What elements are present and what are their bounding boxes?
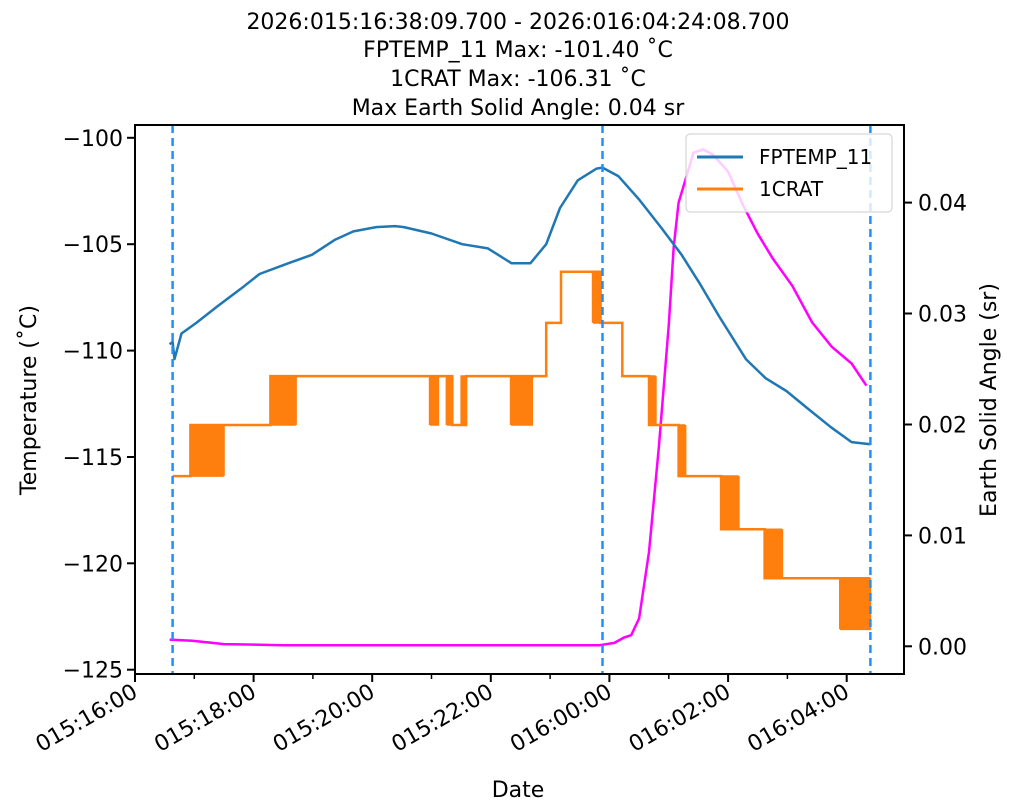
y-tick-label-2: −105 (63, 233, 123, 258)
legend-label-1crat: 1CRAT (759, 177, 824, 201)
series-1crat-line (172, 270, 871, 580)
x-tick-label-6: 016:02:00 (625, 680, 735, 758)
plot-frame (134, 124, 905, 675)
title-line-4: Max Earth Solid Angle: 0.04 sr (352, 96, 686, 121)
legend-label-fptemp-11: FPTEMP_11 (759, 145, 872, 169)
series-fptemp-11-line (168, 166, 871, 446)
series-1crat-oscillation-2 (269, 375, 297, 426)
series-1crat-oscillation-1 (189, 424, 225, 477)
title-line-2: FPTEMP_11 Max: -101.40 ˚C (363, 38, 673, 63)
series-1crat-oscillation-10 (720, 475, 740, 531)
x-tick-label-7: 016:04:00 (744, 680, 854, 758)
y2-tick-label-3: 0.02 (918, 414, 967, 439)
x-tick-label-3: 015:20:00 (269, 680, 379, 758)
y2-tick-label-1: 0.04 (918, 192, 967, 217)
y2-tick-label-5: 0.00 (918, 635, 967, 660)
legend-box (685, 133, 893, 213)
legend: FPTEMP_11 1CRAT (685, 133, 893, 213)
y2-axis-label: Earth Solid Angle (sr) (977, 283, 1002, 517)
x-tick-label-5: 016:00:00 (506, 680, 616, 758)
y-tick-label-5: −120 (63, 552, 123, 577)
y-tick-label-6: −125 (63, 659, 123, 684)
title-line-1: 2026:015:16:38:09.700 - 2026:016:04:24:0… (246, 10, 789, 35)
x-tick-label-4: 015:22:00 (388, 680, 498, 758)
y-axis-label: Temperature (˚C) (17, 305, 42, 496)
title-line-3: 1CRAT Max: -106.31 ˚C (390, 67, 646, 92)
series-1crat-oscillation-11 (763, 528, 784, 579)
plot-area (168, 125, 872, 674)
chart-title: 2026:015:16:38:09.700 - 2026:016:04:24:0… (246, 10, 789, 121)
y2-tick-label-4: 0.01 (918, 524, 967, 549)
x-axis-label: Date (492, 778, 545, 803)
y-tick-label-4: −115 (63, 446, 123, 471)
series-earth-solid-angle-line (169, 148, 868, 647)
y-tick-label-1: −100 (63, 127, 123, 152)
series-1crat-oscillation-6 (509, 375, 534, 426)
x-tick-label-1: 015:16:00 (32, 680, 142, 758)
series-1crat-oscillation-3 (428, 375, 440, 426)
x-tick-label-2: 015:18:00 (150, 680, 260, 758)
y-tick-label-3: −110 (63, 340, 123, 365)
series-1crat-oscillation-12 (839, 577, 872, 631)
y2-tick-label-2: 0.03 (918, 303, 967, 328)
